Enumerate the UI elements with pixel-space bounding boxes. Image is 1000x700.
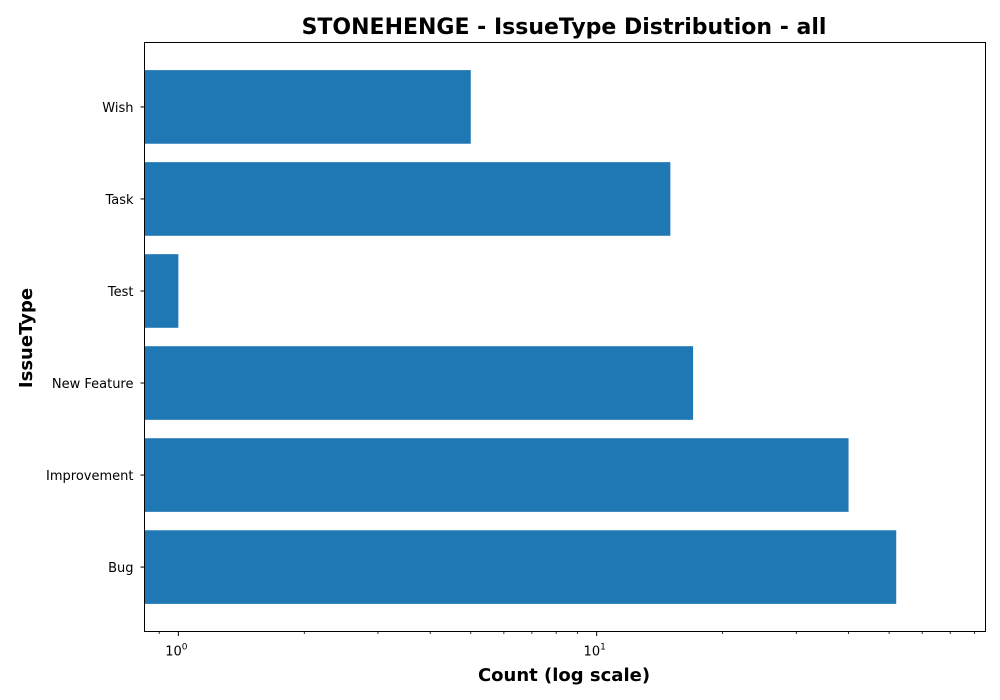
plot-frame (144, 42, 986, 632)
y-tick-label-task: Task (104, 193, 134, 208)
x-tick-label: 101 (584, 643, 606, 660)
x-tick-label: 100 (165, 643, 188, 660)
bar-improvement (144, 438, 849, 512)
bar-test (144, 254, 179, 328)
y-axis-label: IssueType (16, 288, 37, 388)
y-tick-label-new-feature: New Feature (52, 377, 134, 392)
x-tick-exponent: 0 (182, 643, 188, 653)
x-axis-label: Count (log scale) (478, 665, 650, 686)
y-tick-label-wish: Wish (102, 101, 133, 116)
y-tick-label-improvement: Improvement (46, 469, 133, 484)
x-tick-base: 10 (584, 645, 601, 660)
y-tick-label-bug: Bug (108, 561, 133, 576)
bar-task (144, 162, 671, 236)
y-tick-label-test: Test (107, 285, 134, 300)
bar-new-feature (144, 346, 694, 420)
chart-title: STONEHENGE - IssueType Distribution - al… (302, 15, 827, 40)
bars (144, 70, 897, 604)
x-axis-ticks: 100 101 (158, 631, 975, 660)
x-tick-base: 10 (165, 645, 182, 660)
x-tick-exponent: 1 (600, 643, 606, 653)
y-axis-ticks: Bug Improvement New Feature Test Task Wish (46, 101, 145, 576)
bar-bug (144, 530, 897, 604)
bar-wish (144, 70, 471, 144)
